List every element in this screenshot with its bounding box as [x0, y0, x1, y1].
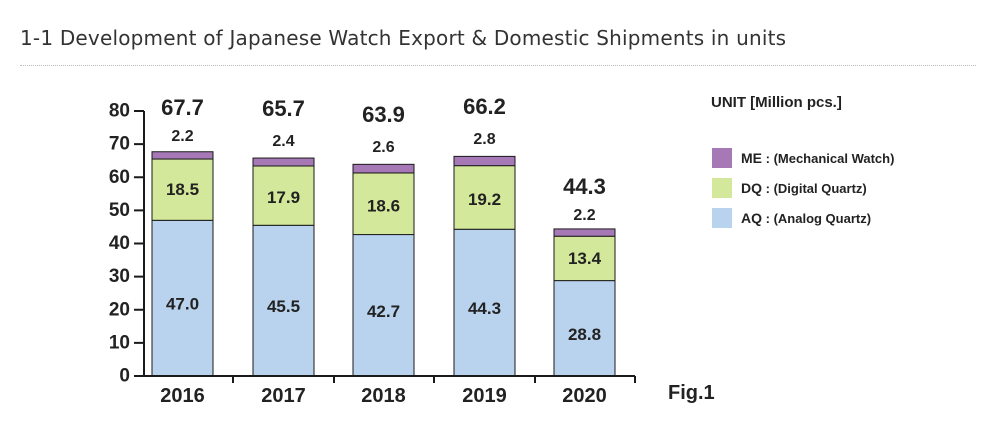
value-label-dq-2020: 13.4	[568, 249, 602, 268]
y-tick-label-0: 0	[119, 366, 130, 387]
figure-label: Fig.1	[668, 382, 715, 404]
bar-segment-dq-2019	[453, 165, 516, 230]
value-label-me-2017: 2.4	[272, 133, 294, 150]
y-tick-label-30: 30	[109, 266, 130, 287]
total-label-2018: 63.9	[362, 102, 405, 127]
total-label-2020: 44.3	[563, 174, 606, 199]
value-label-me-2020: 2.2	[573, 207, 595, 224]
bar-segment-aq-2018	[352, 234, 415, 377]
bar-segment-dq-2018	[352, 172, 415, 236]
x-tick-label-2016: 2016	[160, 385, 205, 407]
page-title: 1-1 Development of Japanese Watch Export…	[20, 26, 787, 50]
value-label-dq-2017: 17.9	[267, 188, 300, 207]
value-label-aq-2018: 42.7	[367, 302, 400, 321]
value-label-dq-2019: 19.2	[468, 190, 501, 209]
value-label-aq-2019: 44.3	[468, 299, 501, 318]
value-label-me-2018: 2.6	[372, 139, 394, 156]
legend-swatch-dq	[712, 178, 732, 198]
value-label-me-2019: 2.8	[473, 131, 495, 148]
y-tick-label-60: 60	[109, 167, 130, 188]
legend-label-aq: AQ : (Analog Quartz)	[741, 210, 872, 226]
y-tick-label-50: 50	[109, 200, 130, 221]
y-tick-label-80: 80	[109, 101, 130, 122]
x-tick-label-2017: 2017	[261, 385, 306, 407]
bar-segment-dq-2020	[553, 235, 616, 282]
bar-segment-me-2019	[453, 155, 516, 167]
value-label-me-2016: 2.2	[171, 128, 193, 145]
x-tick-label-2018: 2018	[361, 385, 406, 407]
legend: ME : (Mechanical Watch) DQ : (Digital Qu…	[712, 143, 894, 233]
legend-item-dq: DQ : (Digital Quartz)	[712, 173, 894, 203]
total-label-2016: 67.7	[161, 95, 204, 120]
unit-label: UNIT [Million pcs.]	[711, 94, 842, 111]
y-tick-label-40: 40	[109, 233, 130, 254]
legend-abbr-me: ME	[741, 150, 762, 166]
bar-segment-me-2017	[252, 157, 315, 167]
bar-segment-me-2016	[151, 151, 214, 160]
legend-desc-aq: (Analog Quartz)	[773, 211, 872, 226]
value-label-aq-2020: 28.8	[568, 325, 601, 344]
legend-desc-me: (Mechanical Watch)	[773, 151, 895, 166]
title-divider	[20, 65, 976, 66]
legend-label-me: ME : (Mechanical Watch)	[741, 150, 895, 166]
legend-desc-dq: (Digital Quartz)	[773, 181, 867, 196]
y-tick-label-70: 70	[109, 134, 130, 155]
legend-abbr-aq: AQ	[741, 210, 762, 226]
bar-segment-me-2018	[352, 163, 415, 174]
value-label-dq-2016: 18.5	[166, 180, 199, 199]
total-label-2019: 66.2	[463, 94, 506, 119]
total-label-2017: 65.7	[262, 96, 305, 121]
bar-segment-dq-2016	[151, 158, 214, 221]
legend-item-me: ME : (Mechanical Watch)	[712, 143, 894, 173]
value-label-aq-2016: 47.0	[166, 295, 199, 314]
x-tick-label-2020: 2020	[562, 385, 607, 407]
legend-item-aq: AQ : (Analog Quartz)	[712, 203, 894, 233]
legend-label-dq: DQ : (Digital Quartz)	[741, 180, 867, 196]
x-tick-label-2019: 2019	[462, 385, 507, 407]
bar-segment-me-2020	[553, 228, 616, 237]
bar-segment-aq-2019	[453, 228, 516, 377]
legend-swatch-aq	[712, 208, 732, 228]
legend-swatch-me	[712, 148, 732, 168]
value-label-dq-2018: 18.6	[367, 196, 400, 215]
y-tick-label-10: 10	[109, 332, 130, 353]
legend-abbr-dq: DQ	[741, 180, 762, 196]
y-tick-label-20: 20	[109, 299, 130, 320]
value-label-aq-2017: 45.5	[267, 297, 300, 316]
bar-segment-aq-2020	[553, 280, 616, 377]
bar-segment-aq-2016	[151, 219, 214, 377]
